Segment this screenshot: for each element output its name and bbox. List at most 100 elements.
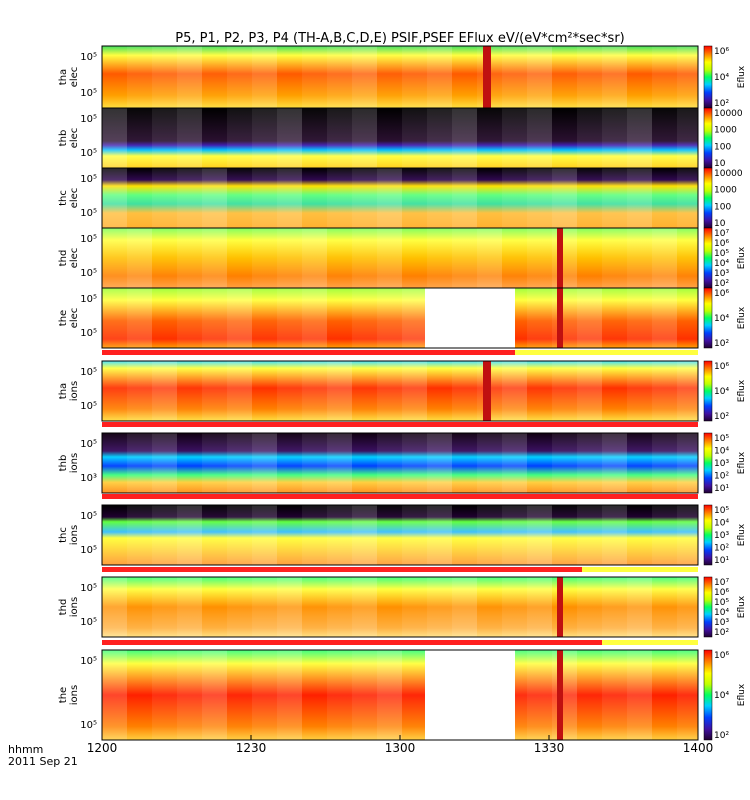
spectrogram-texture: [452, 505, 477, 565]
spectrogram-texture: [527, 577, 552, 637]
spectrogram-texture: [377, 108, 402, 168]
y-tick-label: 10⁵: [80, 720, 97, 731]
event-bar: [557, 650, 563, 740]
y-axis-label: ions: [69, 453, 80, 473]
panel-frame: [101, 360, 699, 422]
flag-bar: [582, 567, 698, 572]
colorbar-tick-label: 10⁶: [714, 588, 729, 598]
time-axis-label: hhmm: [8, 743, 43, 756]
y-tick-label: 10³: [80, 473, 97, 484]
x-tick-label: 1200: [87, 741, 118, 755]
spectrogram-texture: [502, 228, 527, 288]
y-axis-label: ions: [69, 597, 80, 617]
colorbar: [703, 576, 713, 638]
spectrogram-texture: [627, 361, 652, 421]
spectrogram-texture: [227, 433, 252, 493]
spectrogram-texture: [277, 650, 302, 740]
spectrogram-texture: [427, 433, 452, 493]
colorbar-tick-label: 10⁵: [714, 249, 729, 259]
spectrogram-texture: [477, 577, 502, 637]
spectrogram-texture: [252, 228, 277, 288]
spectrogram-texture: [527, 650, 552, 740]
spectrogram-texture: [177, 108, 202, 168]
colorbar-tick-label: 10²: [714, 472, 729, 482]
colorbar-tick-label: 10¹: [714, 484, 729, 494]
spectrogram-texture: [552, 361, 577, 421]
spectrogram-panel: [102, 650, 698, 740]
spectrogram-panel: [102, 433, 698, 493]
spectrogram-texture: [327, 228, 352, 288]
spectrogram-texture: [252, 505, 277, 565]
colorbar: [703, 504, 713, 566]
colorbar-tick-label: 10⁶: [714, 239, 729, 249]
colorbar-label: Eflux: [737, 65, 747, 88]
spectrogram-texture: [177, 505, 202, 565]
spectrogram-texture: [202, 577, 227, 637]
spectrogram-texture: [352, 228, 377, 288]
spectrogram-panel: [102, 505, 698, 565]
colorbar-tick-label: 10²: [714, 544, 729, 554]
spectrogram-texture: [652, 577, 677, 637]
x-tick-label: 1330: [534, 741, 565, 755]
y-tick-label: 10⁵: [80, 88, 97, 99]
flag-bar: [515, 350, 698, 355]
spectrogram-texture: [452, 577, 477, 637]
colorbar-tick-label: 10⁴: [714, 259, 729, 269]
spectrogram-texture: [252, 650, 277, 740]
event-bar: [557, 288, 563, 348]
colorbar: [703, 649, 713, 741]
spectrogram-texture: [652, 433, 677, 493]
spectrogram-texture: [652, 505, 677, 565]
spectrogram-texture: [527, 168, 552, 228]
spectrogram-texture: [202, 46, 227, 108]
spectrogram-texture: [102, 505, 127, 565]
spectrogram-texture: [202, 505, 227, 565]
spectrogram-texture: [402, 361, 427, 421]
spectrogram-texture: [377, 361, 402, 421]
spectrogram-texture: [102, 108, 127, 168]
y-tick-label: 10⁵: [80, 439, 97, 450]
colorbar-label: Eflux: [737, 523, 747, 546]
spectrogram-texture: [627, 228, 652, 288]
spectrogram-texture: [402, 108, 427, 168]
spectrogram-texture: [552, 505, 577, 565]
spectrogram-texture: [302, 650, 327, 740]
spectrogram-texture: [477, 168, 502, 228]
spectrogram-texture: [327, 46, 352, 108]
spectrogram-texture: [352, 168, 377, 228]
spectrogram-texture: [277, 361, 302, 421]
spectrogram-texture: [177, 433, 202, 493]
spectrogram-texture: [402, 433, 427, 493]
spectrogram-texture: [427, 505, 452, 565]
colorbar-tick-label: 10⁵: [714, 598, 729, 608]
spectrogram-texture: [427, 108, 452, 168]
spectrogram-texture: [502, 108, 527, 168]
spectrogram-texture: [277, 577, 302, 637]
spectrogram-texture: [402, 577, 427, 637]
flag-bar: [102, 422, 698, 427]
y-axis-label: ions: [69, 685, 80, 705]
spectrogram-texture: [177, 361, 202, 421]
spectrogram-texture: [602, 108, 627, 168]
colorbar-tick-label: 10⁴: [714, 691, 729, 701]
spectrogram-texture: [177, 577, 202, 637]
colorbar-tick-label: 10²: [714, 339, 729, 349]
spectrogram-texture: [502, 168, 527, 228]
colorbar-tick-label: 10000: [714, 169, 743, 179]
spectrogram-texture: [352, 46, 377, 108]
spectrogram-texture: [402, 46, 427, 108]
spectrogram-texture: [402, 288, 427, 348]
colorbar-tick-label: 1000: [714, 126, 737, 136]
spectrogram-texture: [627, 433, 652, 493]
panel-frame: [101, 576, 699, 638]
spectrogram-texture: [527, 433, 552, 493]
spectrogram-texture: [402, 228, 427, 288]
y-tick-label: 10⁵: [80, 114, 97, 125]
colorbar-tick-label: 10³: [714, 459, 729, 469]
spectrogram-texture: [127, 577, 152, 637]
colorbar-tick-label: 10⁵: [714, 434, 729, 444]
colorbar-tick-label: 10⁶: [714, 651, 729, 661]
spectrogram-texture: [302, 577, 327, 637]
spectrogram-texture: [577, 168, 602, 228]
